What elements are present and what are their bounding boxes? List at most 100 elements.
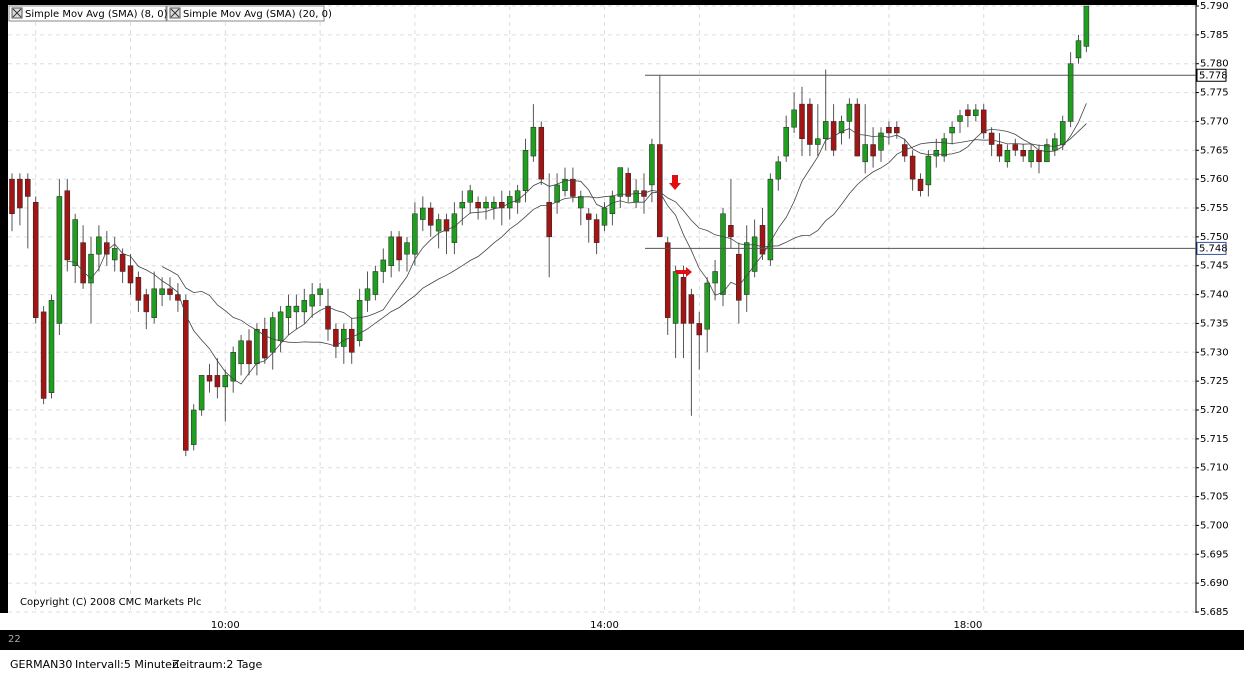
level-label: 5.748 [1199,243,1228,254]
candle-body [262,328,268,359]
candle-body [807,103,813,145]
candle-body [1059,121,1066,145]
candle-body [372,271,379,295]
candle-body [1083,5,1090,47]
candle-body [159,288,165,295]
candle-body [277,311,284,341]
candle-body [1075,40,1082,59]
y-tick-label: 5.705 [1200,492,1229,503]
candle-body [348,328,355,353]
candle-body [688,294,695,324]
candle-body [412,213,418,255]
candle-body [799,103,805,139]
candle-body [538,126,545,180]
y-tick-label: 5.710 [1200,463,1229,474]
date-label: 22 [8,634,21,645]
marks [9,5,1196,457]
candle-body [356,300,363,341]
candle-body [988,132,995,145]
candle-body [562,178,568,191]
candle-body [862,144,868,163]
y-tick-label: 5.790 [1200,1,1229,12]
x-tick-label: 14:00 [590,620,619,631]
candle-body [420,207,426,220]
candle-body [104,242,110,255]
candle-body [80,242,86,284]
candle-body [214,375,221,388]
candle-body [341,328,347,347]
candle-body [1012,144,1019,151]
y-tick-label: 5.780 [1200,59,1229,70]
candle-body [230,352,236,382]
candle-body [451,213,458,243]
candle-body [380,259,387,272]
candle-body [143,294,150,313]
status-interval: Intervall:5 Minuten [75,658,179,671]
candle-body [633,190,639,203]
y-axis-area [1197,0,1244,613]
status-bar [0,650,1244,675]
candle-body [206,375,213,382]
candle-body [317,288,323,295]
y-tick-label: 5.775 [1200,88,1229,99]
candle-body [1020,150,1026,157]
y-tick-label: 5.730 [1200,347,1229,358]
y-tick-label: 5.785 [1200,30,1229,41]
candle-body [522,150,529,191]
candle-body [1028,150,1034,163]
candle-body [1044,144,1050,163]
candle-body [578,196,584,209]
copyright: Copyright (C) 2008 CMC Markets Plc [20,597,201,608]
candle-body [119,253,126,272]
y-tick-label: 5.760 [1200,174,1229,185]
candle-body [949,126,955,134]
legend-icon-x [170,8,180,18]
candle-body [364,288,371,301]
candle-body [546,201,552,238]
candle-body [9,178,15,215]
sma-line [67,103,1087,385]
candle-body [830,121,837,151]
candle-body [957,115,963,122]
candle-body [475,201,481,209]
candle-body [175,294,181,301]
candle-body [25,178,31,197]
candle-body [941,138,947,157]
candle-body [728,225,734,238]
candle-body [554,184,560,203]
legend-icon-x [12,8,22,18]
candle-body [570,178,576,197]
candle-body [585,213,592,220]
y-tick-label: 5.695 [1200,549,1229,560]
sma-line [161,123,1087,347]
y-tick-label: 5.740 [1200,290,1229,301]
candle-body [822,121,829,139]
candle-body [64,190,71,261]
sell-arrow [669,175,681,190]
candle-body [1052,138,1058,151]
candle-body [254,328,260,365]
candle-body [190,409,197,445]
candle-body [1067,63,1074,122]
y-tick-label: 5.755 [1200,203,1229,214]
candle-body [854,103,861,157]
candle-body [925,155,932,186]
legend-box [166,5,325,22]
candle-body [499,201,505,209]
candle-body [443,219,450,232]
candle-body [88,253,94,284]
candle-body [48,300,55,393]
candle-body [301,300,308,313]
status: GERMAN30 Intervall:5 Minuten Zeitraum:2 … [10,658,262,671]
candle-body [973,109,979,116]
candle-body [96,236,102,255]
candle-body [593,219,600,243]
y-tick-label: 5.690 [1200,578,1229,589]
candle-body [917,178,924,191]
level-label-box [1196,68,1227,82]
candle-body [17,178,23,209]
candle-body [238,340,244,365]
candle-body [56,196,63,324]
candle-body [135,277,142,301]
candle-body [601,207,608,226]
